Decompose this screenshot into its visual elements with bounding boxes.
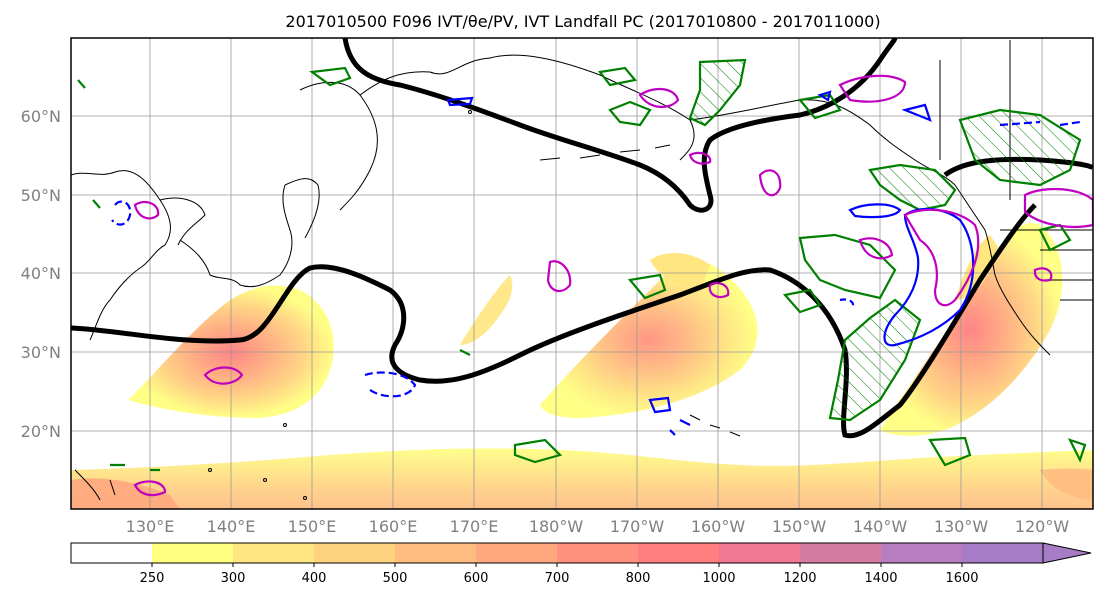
lat-label: 60°N [21,107,61,126]
lon-label: 130°W [934,517,989,536]
lon-label: 180°W [529,517,584,536]
lon-label: 170°W [610,517,665,536]
colorbar-tick-label: 700 [545,571,570,586]
lon-label: 140°W [853,517,908,536]
lat-label: 50°N [21,186,61,205]
lon-label: 140°E [207,517,256,536]
colorbar-segment [476,543,557,563]
colorbar-segment [962,543,1043,563]
lon-label: 160°E [369,517,418,536]
blue-contour-layer [111,90,1081,436]
colorbar-segment [638,543,719,563]
map-frame [70,37,1094,510]
colorbar-segment [314,543,395,563]
colorbar-tick-label: 1200 [783,571,816,586]
colorbar-segment [71,543,152,563]
colorbar-extension [1042,542,1092,564]
figure-title: 2017010500 F096 IVT/θe/PV, IVT Landfall … [285,12,880,31]
colorbar: 250 300 400 500 600 700 800 1000 1200 1400 1600 [70,542,1092,586]
map-content [71,38,1093,509]
lat-label: 30°N [21,343,61,362]
colorbar-tick-label: 300 [221,571,246,586]
lon-label: 150°W [772,517,827,536]
green-contour-layer [77,58,1087,472]
lat-label: 40°N [21,264,61,283]
colorbar-tick-label: 1400 [864,571,897,586]
colorbar-tick-label: 1000 [702,571,735,586]
longitude-labels: 130°E 140°E 150°E 160°E 170°E 180°W 170°… [126,517,1070,536]
colorbar-tick-label: 800 [626,571,651,586]
colorbar-segment [233,543,314,563]
colorbar-segment [719,543,800,563]
ivt-shading-layer [71,223,1093,509]
lon-label: 130°E [126,517,175,536]
colorbar-segment [800,543,881,563]
lon-label: 150°E [288,517,337,536]
colorbar-segment [557,543,638,563]
colorbar-segment [152,543,233,563]
lon-label: 170°E [450,517,499,536]
map-panel: 60°N 50°N 40°N 30°N 20°N 130°E 140°E 150… [21,37,1094,536]
colorbar-tick-label: 500 [383,571,408,586]
lon-label: 160°W [691,517,746,536]
colorbar-tick-label: 600 [464,571,489,586]
colorbar-tick-label: 400 [302,571,327,586]
coastlines [71,40,1093,501]
lat-label: 20°N [21,422,61,441]
colorbar-segment [881,543,962,563]
island-outlines [208,110,472,500]
magenta-contour-layer [133,74,1093,497]
colorbar-segment [395,543,476,563]
lon-label: 120°W [1015,517,1070,536]
colorbar-tick-label: 1600 [945,571,978,586]
latitude-labels: 60°N 50°N 40°N 30°N 20°N [21,107,61,441]
colorbar-tick-label: 250 [140,571,165,586]
